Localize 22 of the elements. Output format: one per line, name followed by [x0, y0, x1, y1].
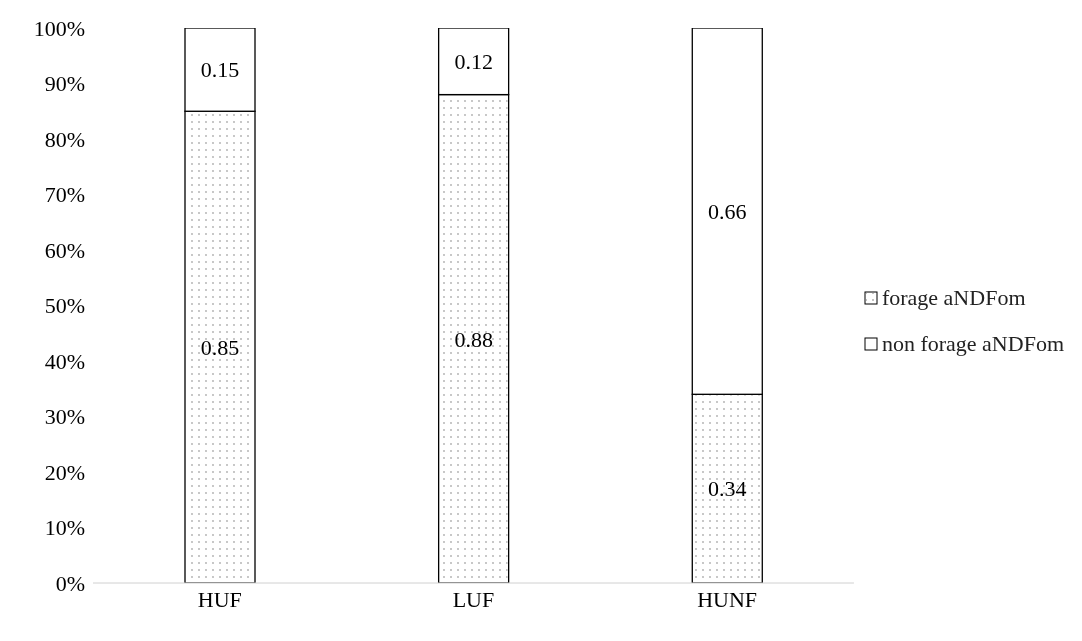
x-tick-label: LUF: [452, 586, 495, 612]
y-tick-label: 80%: [44, 126, 85, 152]
data-label: 0.34: [708, 476, 747, 502]
data-label: 0.88: [454, 326, 493, 352]
x-tick-label: HUF: [197, 586, 242, 612]
x-tick-label: HUNF: [697, 586, 758, 612]
y-tick-label: 50%: [44, 293, 85, 319]
y-tick-label: 0%: [55, 570, 85, 596]
y-tick-label: 10%: [44, 515, 85, 541]
legend-label: non forage aNDFom: [881, 330, 1064, 357]
y-tick-label: 30%: [44, 404, 85, 430]
legend-label: forage aNDFom: [881, 284, 1026, 311]
y-tick-label: 90%: [44, 71, 85, 97]
y-tick-label: 20%: [44, 459, 85, 485]
data-label: 0.85: [200, 334, 240, 360]
data-label: 0.15: [200, 57, 240, 83]
data-label: 0.12: [454, 49, 493, 75]
data-label: 0.66: [708, 198, 747, 224]
y-tick-label: 40%: [44, 348, 85, 374]
y-tick-label: 70%: [44, 182, 85, 208]
y-tick-label: 100%: [33, 15, 85, 41]
y-tick-label: 60%: [44, 237, 85, 263]
